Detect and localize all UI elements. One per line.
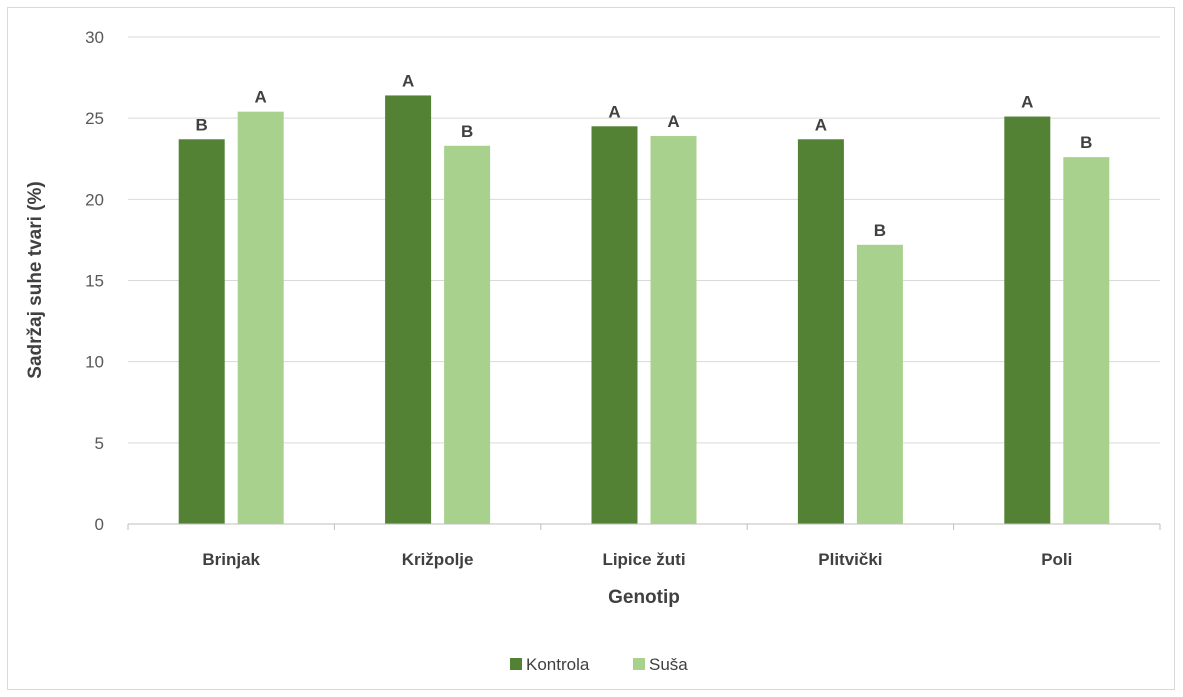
data-label: A [255, 88, 267, 107]
y-tick-label: 30 [85, 28, 104, 47]
gridlines [128, 36, 1160, 444]
legend-label: Suša [649, 655, 688, 674]
bar [444, 145, 491, 524]
data-label: B [461, 122, 473, 141]
data-label: A [402, 71, 414, 90]
x-axis-title: Genotip [608, 587, 680, 608]
bars [178, 95, 1110, 525]
y-axis-ticks: 0 5 10 15 20 25 30 [85, 28, 104, 534]
legend: Kontrola Suša [510, 655, 688, 674]
category-label: Poli [1041, 550, 1072, 569]
y-tick-label: 5 [95, 434, 104, 453]
legend-swatch [633, 658, 645, 670]
data-label: A [667, 112, 679, 131]
data-label: B [874, 221, 886, 240]
data-label: B [1080, 133, 1092, 152]
category-label: Brinjak [202, 550, 260, 569]
bar [385, 95, 432, 524]
bar [591, 126, 638, 525]
y-tick-label: 10 [85, 353, 104, 372]
data-label: A [608, 102, 620, 121]
y-tick-label: 15 [85, 272, 104, 291]
data-label: A [1021, 93, 1033, 112]
category-label: Lipice žuti [602, 550, 685, 569]
category-label: Plitvički [818, 550, 882, 569]
bar [178, 139, 225, 524]
bar [237, 111, 284, 524]
legend-swatch [510, 658, 522, 670]
category-label: Križpolje [402, 550, 474, 569]
bar [650, 136, 697, 525]
data-labels: B A A A A A B A B B [196, 71, 1093, 239]
data-label: B [196, 115, 208, 134]
y-tick-label: 0 [95, 515, 104, 534]
data-label: A [815, 115, 827, 134]
legend-label: Kontrola [526, 655, 590, 674]
bar [1063, 157, 1110, 525]
x-axis: Brinjak Križpolje Lipice žuti Plitvički Poli [127, 523, 1161, 569]
y-tick-label: 20 [85, 190, 104, 209]
y-axis-title: Sadržaj suhe tvari (%) [25, 181, 46, 378]
bar [797, 139, 844, 524]
y-tick-label: 25 [85, 109, 104, 128]
bar [1004, 116, 1051, 524]
bar [856, 244, 903, 524]
